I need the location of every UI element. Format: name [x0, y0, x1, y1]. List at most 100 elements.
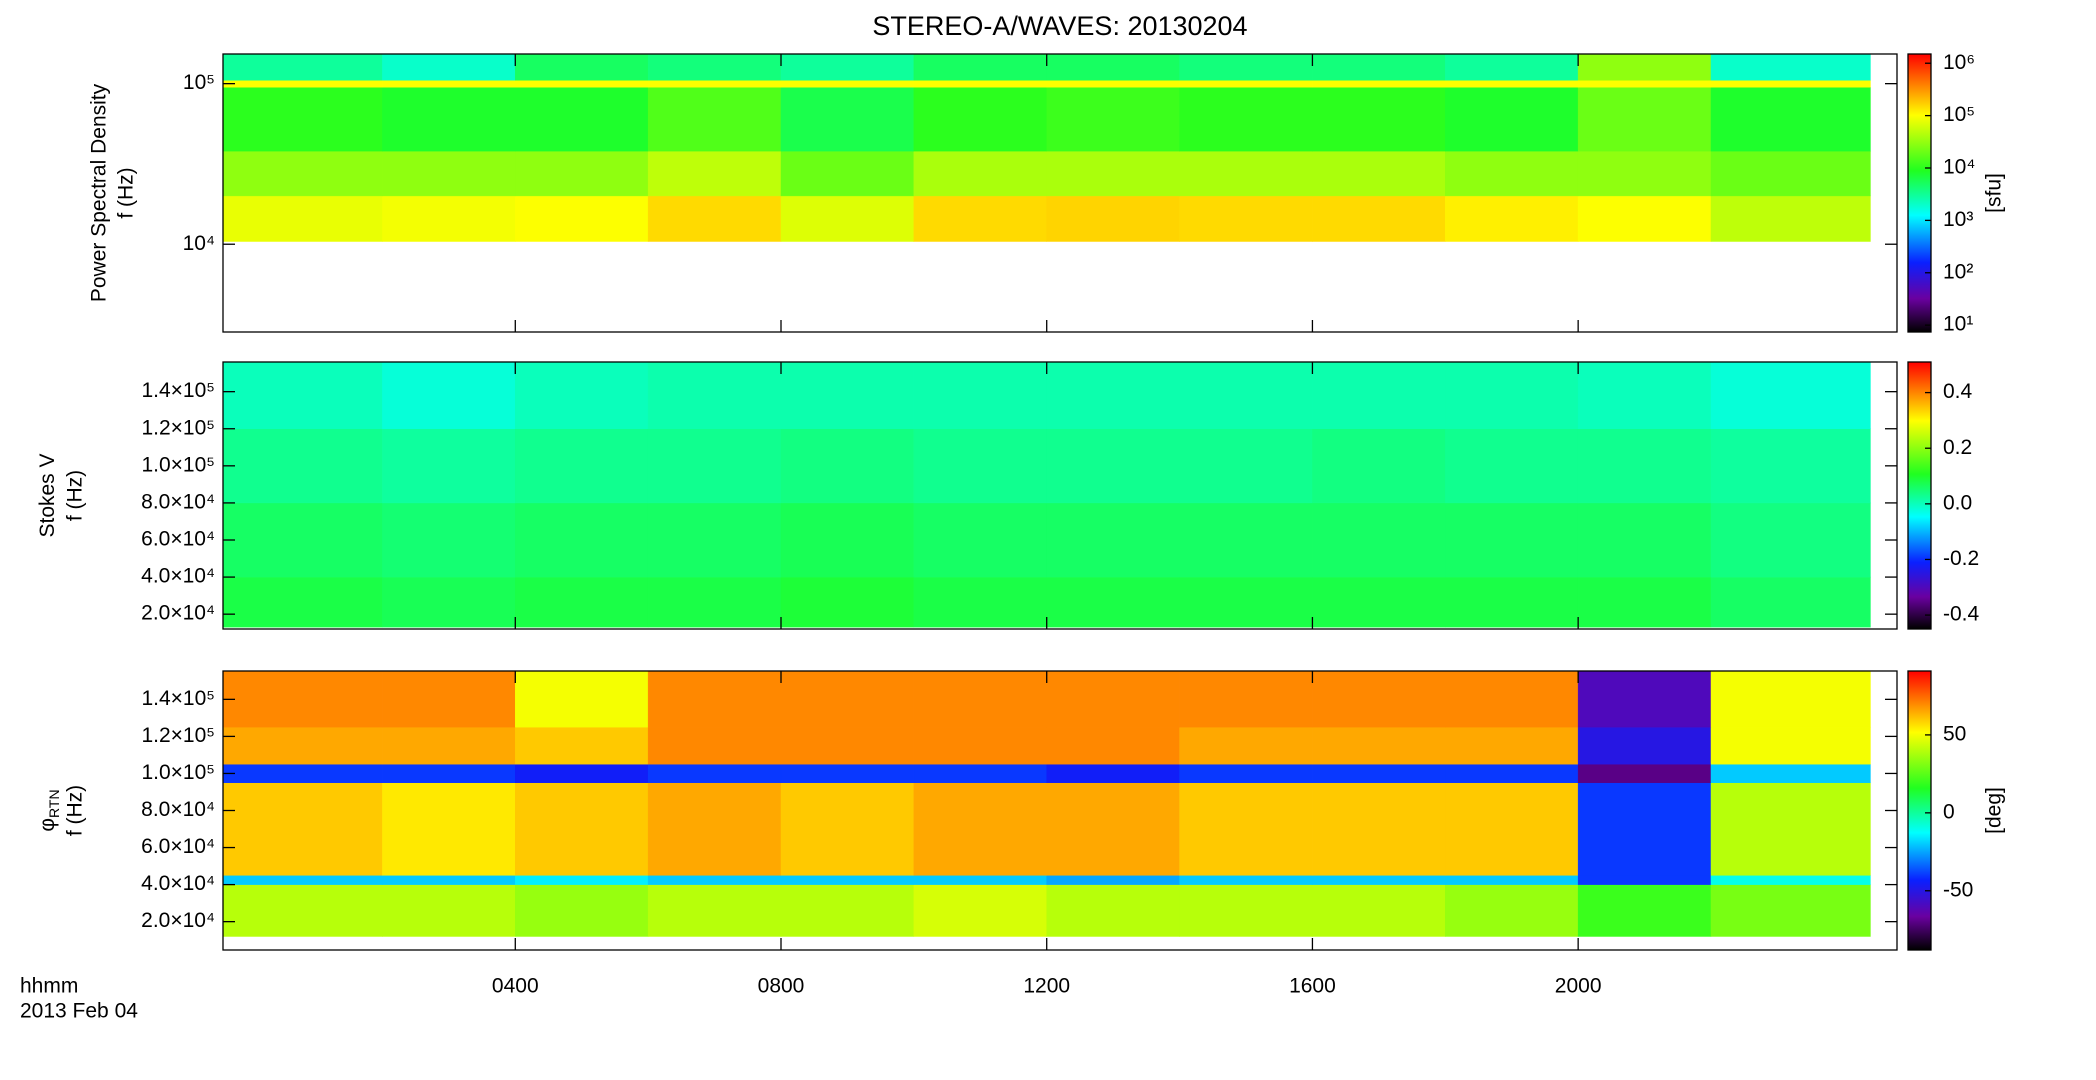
- heatmap-cell: [515, 576, 649, 628]
- y-axis-label: Stokes V: [36, 453, 59, 537]
- heatmap-cell: [1577, 875, 1712, 885]
- heatmap-cell: [1577, 195, 1712, 242]
- heatmap-cell: [1046, 428, 1180, 504]
- x-tick-label: 0800: [758, 975, 805, 998]
- heatmap-cell: [222, 195, 383, 242]
- heatmap-cell: [1179, 80, 1313, 88]
- heatmap-cell: [1312, 195, 1446, 242]
- heatmap-cell: [1046, 150, 1180, 197]
- heatmap-cell: [222, 86, 383, 152]
- heatmap-cell: [1445, 726, 1579, 765]
- heatmap-cell: [1445, 576, 1579, 628]
- heatmap-cell: [1179, 428, 1313, 504]
- heatmap-cell: [780, 670, 915, 728]
- colorbar-tick-label: 50: [1943, 722, 1966, 745]
- heatmap-cell: [1710, 86, 1871, 152]
- heatmap-cell: [1046, 782, 1180, 876]
- heatmap-cell: [1445, 875, 1579, 885]
- heatmap-cell: [647, 53, 782, 81]
- heatmap-cell: [382, 86, 516, 152]
- heatmap-cell: [515, 428, 649, 504]
- heatmap-cell: [515, 726, 649, 765]
- heatmap-cell: [1179, 53, 1313, 81]
- heatmap-cell: [1312, 502, 1446, 578]
- heatmap-cell: [647, 763, 782, 783]
- heatmap-cell: [1312, 150, 1446, 197]
- heatmap-cell: [1179, 502, 1313, 578]
- heatmap-cell: [1577, 361, 1712, 429]
- heatmap-cell: [1445, 195, 1579, 242]
- heatmap-cell: [1710, 502, 1871, 578]
- heatmap-cell: [515, 782, 649, 876]
- heatmap-cell: [1710, 576, 1871, 628]
- x-tick-label: 0400: [492, 975, 539, 998]
- heatmap-cell: [1046, 670, 1180, 728]
- heatmap-cell: [1312, 763, 1446, 783]
- heatmap-cell: [382, 576, 516, 628]
- heatmap-cell: [1577, 502, 1712, 578]
- heatmap-cell: [1046, 875, 1180, 885]
- heatmap-cell: [1577, 670, 1712, 728]
- heatmap-cell: [222, 884, 383, 937]
- heatmap-cell: [222, 726, 383, 765]
- colorbar-tick-label: 10³: [1943, 208, 1973, 231]
- heatmap-cell: [913, 782, 1047, 876]
- heatmap-cell: [222, 875, 383, 885]
- heatmap-cell: [1179, 884, 1313, 937]
- heatmap-cell: [647, 875, 782, 885]
- heatmap-cell: [1312, 726, 1446, 765]
- heatmap-cell: [1046, 726, 1180, 765]
- heatmap-cell: [780, 86, 915, 152]
- heatmap-cell: [515, 80, 649, 88]
- heatmap-cell: [913, 576, 1047, 628]
- heatmap-cell: [647, 428, 782, 504]
- heatmap-cell: [647, 576, 782, 628]
- heatmap-cell: [1577, 782, 1712, 876]
- heatmap-cell: [913, 361, 1047, 429]
- heatmap-cell: [780, 576, 915, 628]
- heatmap-cell: [1312, 875, 1446, 885]
- y-axis-unit: f (Hz): [64, 470, 87, 521]
- y-tick-label: 1.2×10⁵: [141, 724, 215, 747]
- heatmap-cell: [913, 502, 1047, 578]
- heatmap-cell: [222, 53, 383, 81]
- heatmap-cell: [1179, 86, 1313, 152]
- y-tick-label: 8.0×10⁴: [141, 490, 215, 513]
- y-tick-label: 6.0×10⁴: [141, 528, 215, 551]
- heatmap-cell: [780, 502, 915, 578]
- heatmap-cell: [222, 502, 383, 578]
- heatmap-cell: [647, 86, 782, 152]
- heatmap-cell: [1710, 884, 1871, 937]
- heatmap-cell: [1710, 428, 1871, 504]
- x-axis-label: hhmm: [20, 975, 78, 998]
- y-tick-label: 1.2×10⁵: [141, 416, 215, 439]
- heatmap-cell: [780, 53, 915, 81]
- colorbar-label: [deg]: [1983, 787, 2006, 834]
- colorbar-tick-label: -0.2: [1943, 547, 1979, 570]
- heatmap-cell: [647, 726, 782, 765]
- heatmap-cell: [780, 875, 915, 885]
- heatmap-cell: [1710, 763, 1871, 783]
- heatmap-cell: [1046, 361, 1180, 429]
- heatmap-cell: [1445, 80, 1579, 88]
- heatmap-cell: [913, 884, 1047, 937]
- heatmap-cell: [1710, 195, 1871, 242]
- heatmap-cell: [647, 670, 782, 728]
- heatmap-cell: [780, 361, 915, 429]
- heatmap-cell: [647, 884, 782, 937]
- y-tick-label: 8.0×10⁴: [141, 798, 215, 821]
- heatmap-cell: [780, 763, 915, 783]
- heatmap-cell: [1179, 150, 1313, 197]
- heatmap-cell: [780, 726, 915, 765]
- heatmap-cell: [1577, 763, 1712, 783]
- heatmap-cell: [913, 53, 1047, 81]
- heatmap-cell: [515, 86, 649, 152]
- y-axis-label: Power Spectral Density: [88, 83, 111, 302]
- heatmap-cell: [515, 875, 649, 885]
- colorbar-tick-label: -0.4: [1943, 603, 1980, 626]
- heatmap-cell: [1577, 150, 1712, 197]
- heatmap-cell: [515, 502, 649, 578]
- heatmap-cell: [1445, 670, 1579, 728]
- heatmap-cell: [222, 670, 383, 728]
- heatmap-cell: [382, 502, 516, 578]
